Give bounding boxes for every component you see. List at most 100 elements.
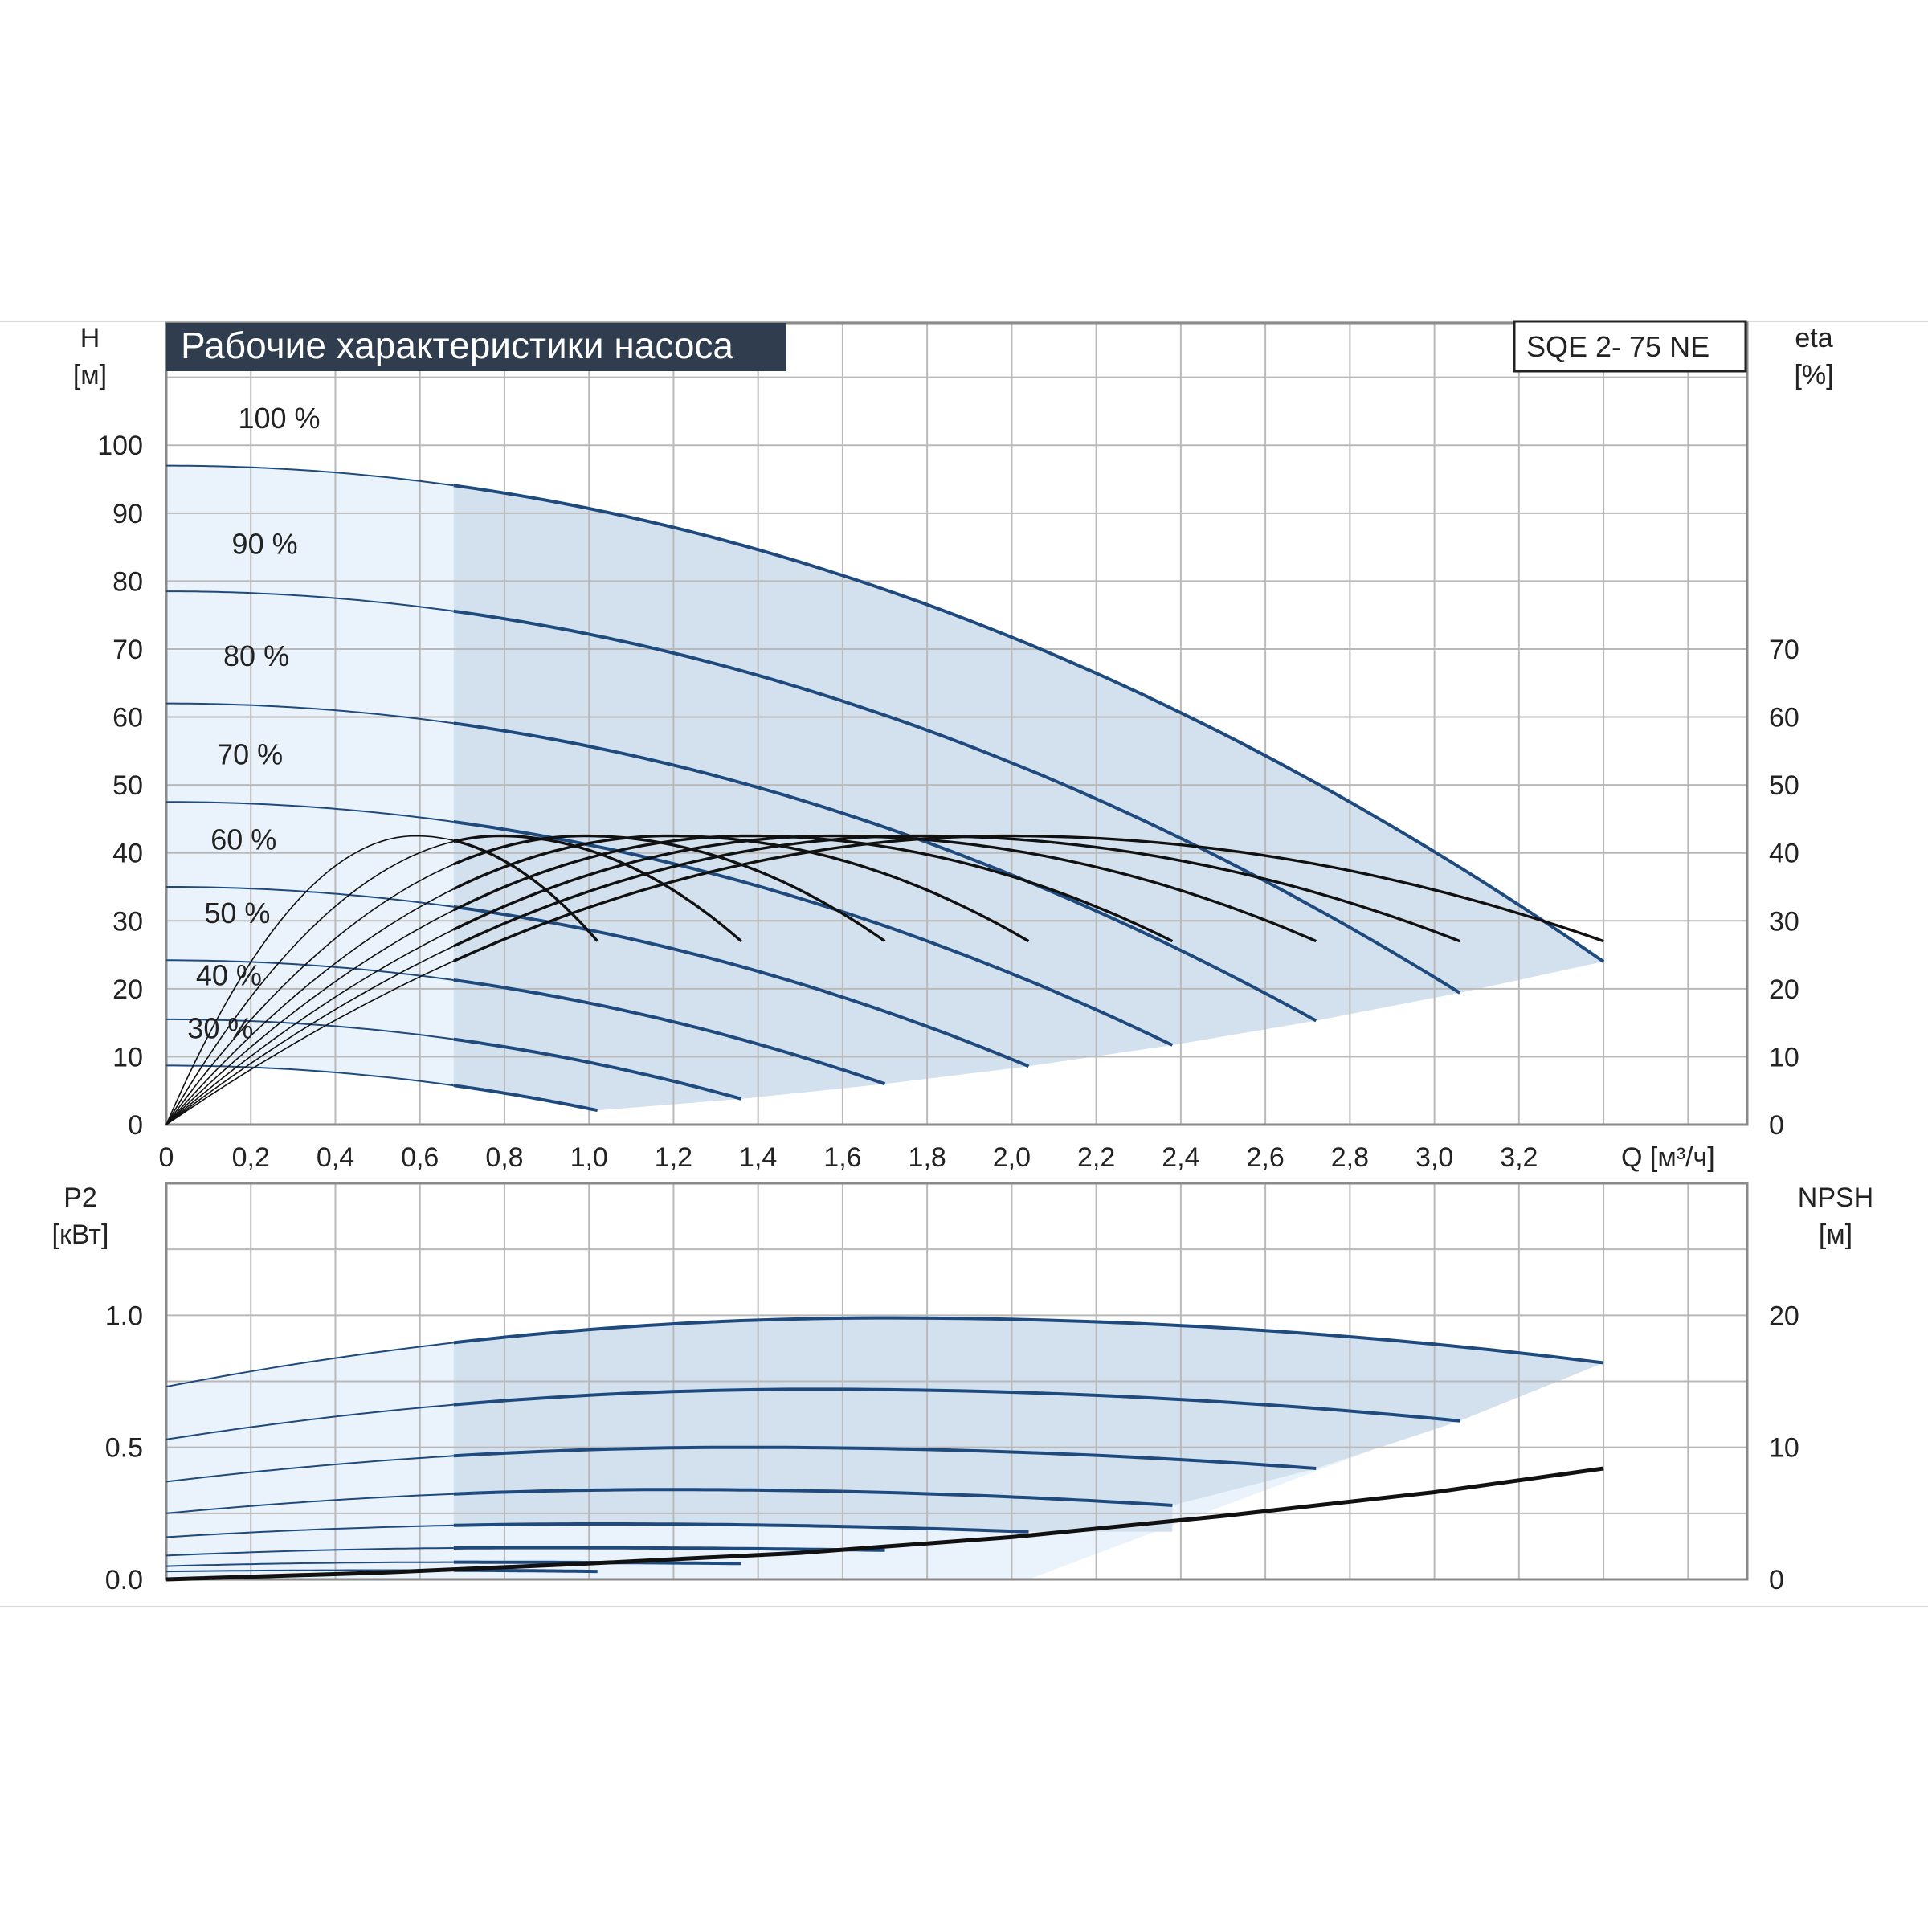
x-tick-label: 0,4 <box>317 1142 354 1173</box>
top-fill-dark <box>453 485 1604 1111</box>
y-tick-label: 20 <box>112 974 143 1005</box>
y-axis-name: H <box>80 323 100 353</box>
speed-label: 100 % <box>238 402 320 435</box>
head-curve <box>453 484 1605 963</box>
npsh-tick-label: 10 <box>1769 1433 1799 1464</box>
y-tick-label: 50 <box>112 770 143 801</box>
x-tick-label: 3,0 <box>1415 1142 1453 1173</box>
efficiency-curve-low-flow <box>165 909 455 1125</box>
speed-label: 60 % <box>210 823 276 856</box>
x-axis-label: Q [м³/ч] <box>1621 1142 1715 1173</box>
p2-tick-label: 0.5 <box>105 1433 143 1464</box>
y2-tick-label: 20 <box>1769 974 1799 1005</box>
bottom-tick-labels: 0.0 0.5 1.0 0 10 20 <box>105 1301 1799 1595</box>
head-curve-low-flow <box>166 464 454 487</box>
x-tick-label: 3,2 <box>1500 1142 1538 1173</box>
y2-tick-label: 50 <box>1769 770 1799 801</box>
x-tick-label: 0 <box>159 1142 174 1173</box>
y2-tick-label: 30 <box>1769 906 1799 937</box>
head-curve-low-flow <box>166 801 454 823</box>
efficiency-curve <box>453 839 598 942</box>
efficiency-curve <box>453 834 1460 948</box>
efficiency-curve-low-flow <box>165 864 455 1125</box>
x-tick-label: 2,8 <box>1331 1142 1369 1173</box>
speed-label: 30 % <box>187 1012 253 1045</box>
y-tick-label: 70 <box>112 635 143 665</box>
power-curve <box>453 1522 1029 1534</box>
npsh-axis-name: NPSH <box>1798 1182 1873 1213</box>
efficiency-curve <box>453 834 886 943</box>
efficiency-curve-low-flow <box>165 835 454 1125</box>
head-curve-low-flow <box>166 959 454 981</box>
y-tick-label: 0 <box>128 1110 143 1141</box>
top-grid <box>165 323 1747 1125</box>
head-curve <box>453 721 1317 1023</box>
speed-label: 40 % <box>196 959 262 992</box>
power-curve <box>453 1546 885 1552</box>
head-curve-low-flow <box>166 886 454 908</box>
x-tick-label: 0,6 <box>401 1142 439 1173</box>
top-plot-frame <box>165 321 1749 1126</box>
y2-tick-label: 70 <box>1769 635 1799 665</box>
efficiency-curve-low-flow <box>165 888 455 1125</box>
npsh-curve <box>165 1466 1604 1582</box>
head-curve-low-flow <box>166 590 454 612</box>
model-label-box <box>1513 320 1747 373</box>
head-curve <box>453 1084 598 1113</box>
y-axis-unit: [м] <box>73 360 107 390</box>
efficiency-curve <box>453 834 1604 962</box>
p2-axis-unit: [кВт] <box>52 1219 109 1250</box>
x-tick-label: 2,4 <box>1162 1142 1199 1173</box>
bottom-fill-dark <box>453 1317 1604 1532</box>
x-tick-label: 2,2 <box>1077 1142 1115 1173</box>
p2-tick-label: 0.0 <box>105 1565 143 1595</box>
power-curve-low-flow <box>165 1493 454 1514</box>
x-tick-label: 1,8 <box>909 1142 946 1173</box>
head-curve <box>453 609 1461 995</box>
model-label: SQE 2- 75 NE <box>1526 330 1709 363</box>
efficiency-curve <box>453 834 1174 943</box>
y-tick-label: 80 <box>112 566 143 597</box>
x-tick-label: 2,0 <box>993 1142 1031 1173</box>
y-tick-label: 40 <box>112 839 143 869</box>
x-tick-label: 0,8 <box>485 1142 523 1173</box>
y2-axis-name: eta <box>1795 323 1832 353</box>
head-curve <box>453 1037 742 1101</box>
y-tick-label: 60 <box>112 703 143 733</box>
npsh-tick-label: 0 <box>1769 1565 1784 1595</box>
y2-tick-label: 60 <box>1769 703 1799 733</box>
speed-label: 80 % <box>223 639 289 672</box>
power-curve-low-flow <box>165 1524 454 1538</box>
y2-tick-label: 0 <box>1769 1110 1784 1141</box>
y-tick-label: 30 <box>112 906 143 937</box>
npsh-line <box>165 1466 1604 1582</box>
x-tick-label: 1,0 <box>570 1142 608 1173</box>
power-curve-low-flow <box>165 1455 454 1483</box>
y2-tick-label: 10 <box>1769 1042 1799 1072</box>
speed-label: 50 % <box>204 897 270 929</box>
x-tick-label: 1,4 <box>739 1142 777 1173</box>
y2-axis-unit: [%] <box>1794 360 1833 390</box>
efficiency-curve-low-flow <box>165 946 455 1125</box>
power-curve <box>453 1445 1317 1470</box>
chart-title: Рабочие характеристики насоса <box>181 325 733 366</box>
top-operating-area <box>166 465 1604 1125</box>
head-curve-low-flow <box>166 702 454 725</box>
efficiency-curve-low-flow <box>165 929 455 1125</box>
y-tick-label: 90 <box>112 499 143 529</box>
power-curve <box>453 1387 1460 1423</box>
y-tick-label: 100 <box>97 431 143 461</box>
speed-label: 70 % <box>217 738 283 771</box>
x-tick-label: 0,2 <box>232 1142 270 1173</box>
x-tick-label: 1,2 <box>655 1142 692 1173</box>
head-curve-low-flow <box>166 1064 454 1087</box>
power-curve-low-flow <box>165 1561 454 1567</box>
power-curve-low-flow <box>165 1342 454 1388</box>
y2-tick-label: 40 <box>1769 839 1799 869</box>
y-tick-label: 10 <box>112 1042 143 1072</box>
head-curve <box>453 978 886 1086</box>
power-curve <box>453 1488 1173 1507</box>
x-tick-label: 1,6 <box>823 1142 861 1173</box>
